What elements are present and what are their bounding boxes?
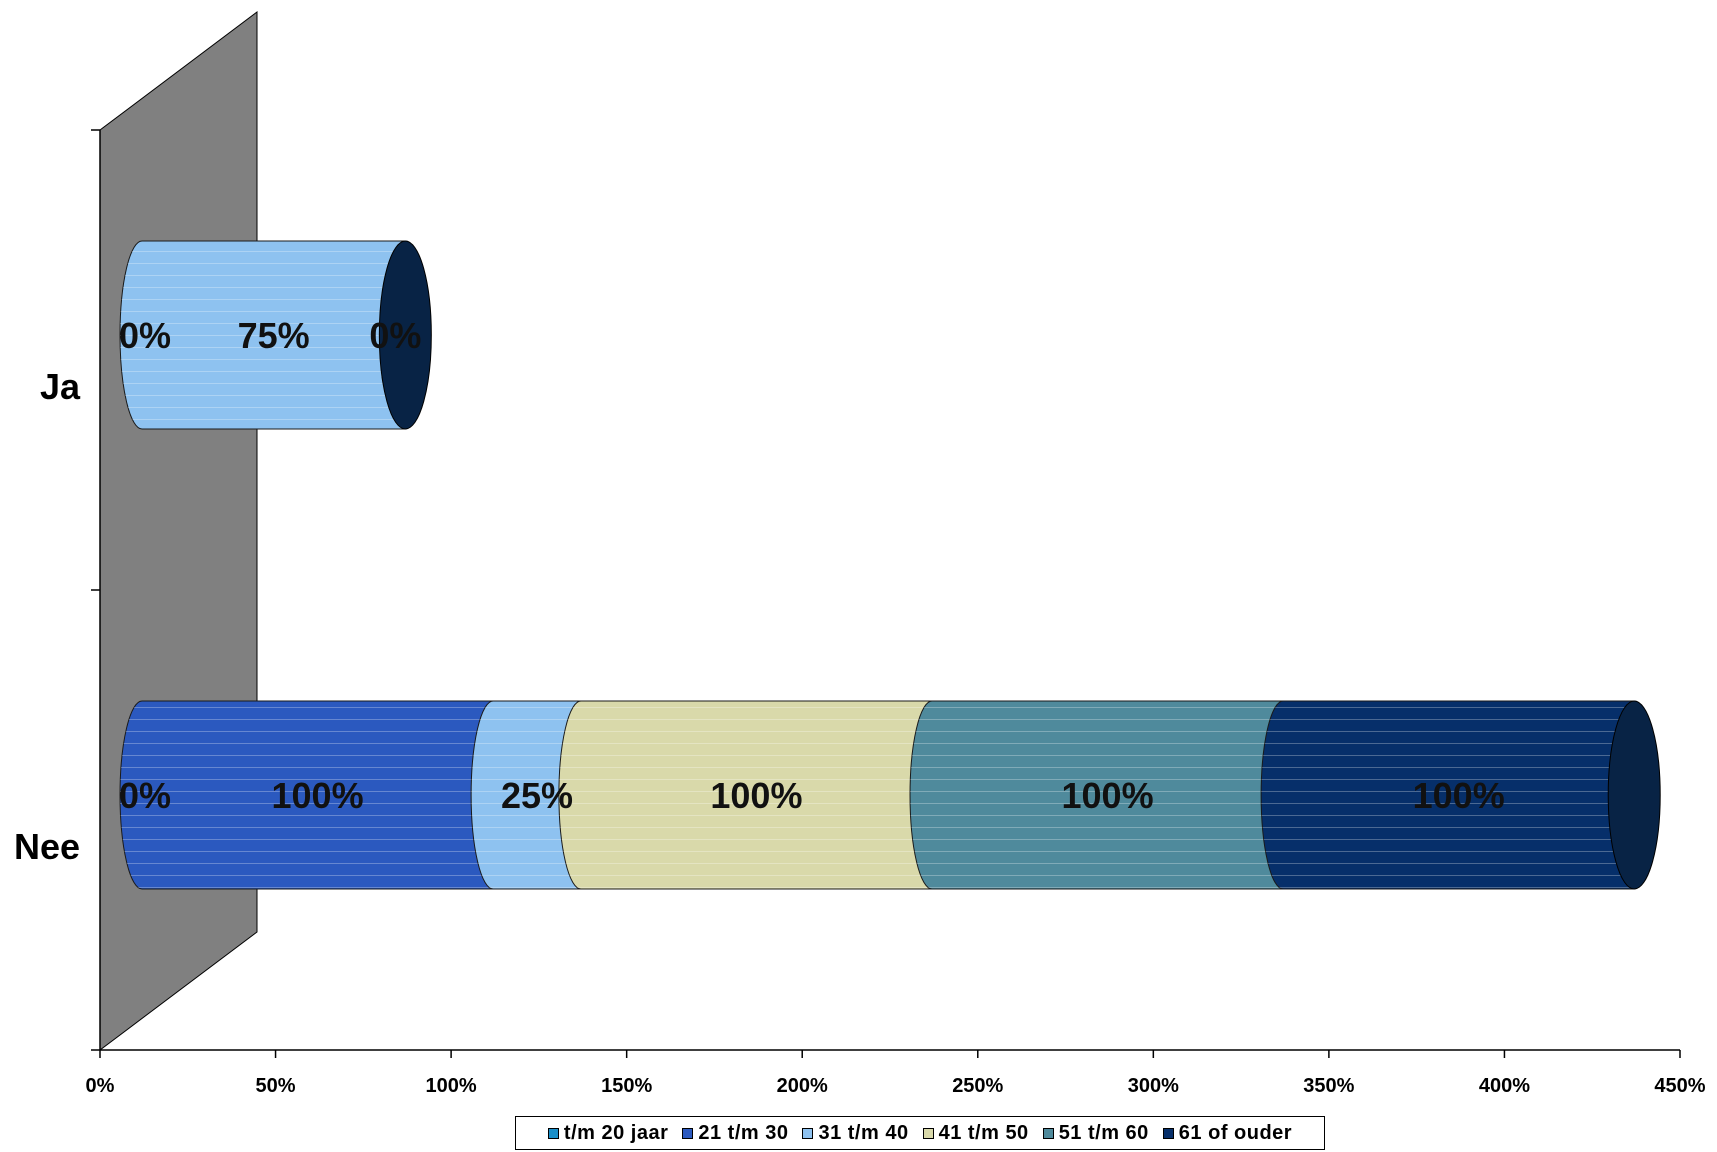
- x-tick-label: 100%: [426, 1075, 477, 1097]
- bar-end-cap: [378, 240, 432, 430]
- x-tick-label: 150%: [601, 1075, 652, 1097]
- legend-label: 41 t/m 50: [938, 1121, 1029, 1144]
- bar-segment: [909, 700, 1306, 890]
- bar-segment: [1260, 700, 1657, 890]
- legend: t/m 20 jaar 21 t/m 30 31 t/m 40 41 t/m 50 51…: [515, 1116, 1325, 1150]
- data-label: 0%: [119, 775, 171, 816]
- bars: [119, 240, 1661, 890]
- bar-segment: [119, 240, 428, 430]
- legend-swatch: [682, 1127, 694, 1139]
- bar-end-cap: [1607, 700, 1661, 890]
- x-tick-label: 200%: [777, 1075, 828, 1097]
- data-label: 100%: [1413, 775, 1505, 816]
- legend-swatch: [1042, 1127, 1054, 1139]
- category-label: Nee: [14, 826, 80, 867]
- data-label: 25%: [501, 775, 573, 816]
- legend-item: 41 t/m 50: [922, 1121, 1029, 1145]
- legend-item: 51 t/m 60: [1042, 1121, 1149, 1145]
- data-labels: Ja 0% 75% 0% Nee 0% 100% 25% 100% 100% 100%: [14, 315, 1505, 867]
- legend-item: 61 of ouder: [1162, 1121, 1293, 1145]
- legend-swatch: [922, 1127, 934, 1139]
- data-label: 75%: [238, 315, 310, 356]
- axis-ticks: 0% 50% 100% 150% 200% 250% 300% 350% 400% 450%: [86, 129, 1706, 1097]
- x-tick-label: 450%: [1654, 1075, 1705, 1097]
- data-label: 100%: [272, 775, 364, 816]
- x-tick-label: 300%: [1128, 1075, 1179, 1097]
- data-label: 0%: [369, 315, 421, 356]
- category-label: Ja: [40, 366, 81, 407]
- data-label: 100%: [1062, 775, 1154, 816]
- legend-swatch: [1162, 1127, 1174, 1139]
- x-tick-label: 350%: [1303, 1075, 1354, 1097]
- legend-item: 31 t/m 40: [802, 1122, 908, 1145]
- bar-segment: [119, 700, 516, 890]
- legend-swatch: [802, 1127, 814, 1139]
- legend-swatch: [547, 1127, 559, 1139]
- legend-label: 51 t/m 60: [1058, 1121, 1149, 1144]
- x-tick-label: 250%: [952, 1075, 1003, 1097]
- x-tick-label: 50%: [256, 1075, 296, 1097]
- legend-label: t/m 20 jaar: [563, 1121, 669, 1144]
- back-wall: [99, 10, 258, 1052]
- legend-item: t/m 20 jaar: [547, 1121, 669, 1145]
- bar-segment: [558, 700, 955, 890]
- data-label: 100%: [710, 775, 802, 816]
- legend-label: 21 t/m 30: [698, 1121, 789, 1144]
- legend-item: 21 t/m 30: [682, 1122, 788, 1145]
- legend-label: 31 t/m 40: [818, 1121, 909, 1144]
- legend-label: 61 of ouder: [1178, 1121, 1293, 1144]
- x-tick-label: 400%: [1479, 1075, 1530, 1097]
- x-tick-label: 0%: [86, 1075, 115, 1097]
- data-label: 0%: [119, 315, 171, 356]
